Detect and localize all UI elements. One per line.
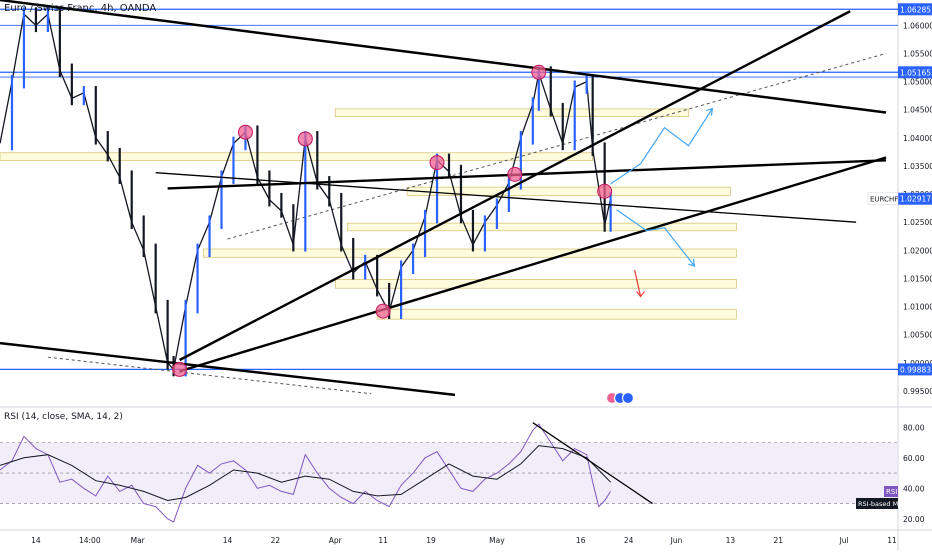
projection-down bbox=[616, 209, 695, 267]
x-tick-label: 14:00 bbox=[79, 536, 101, 545]
y-tick-label: 1.02000 bbox=[903, 246, 932, 255]
trendline bbox=[0, 0, 887, 114]
y-tick-label: 1.01000 bbox=[903, 303, 932, 312]
pivot-marker bbox=[375, 303, 391, 319]
rsi-trendline bbox=[532, 422, 653, 505]
pivot-marker bbox=[297, 131, 313, 147]
symbol-tag-box bbox=[867, 192, 899, 205]
price-label-text: 1.05165 bbox=[900, 68, 931, 77]
pivot-marker bbox=[172, 361, 188, 377]
x-tick-label: 14 bbox=[31, 536, 41, 545]
x-tick-label: 14 bbox=[223, 536, 233, 545]
x-tick-label: 24 bbox=[624, 536, 634, 545]
trendline bbox=[167, 159, 887, 190]
y-tick-label: 1.06000 bbox=[903, 21, 932, 30]
x-tick-label: Jul bbox=[839, 536, 849, 545]
zone-rect bbox=[376, 308, 737, 320]
rsi-legend-label: RSI-based MA bbox=[858, 500, 903, 508]
x-tick-label: 22 bbox=[271, 536, 281, 545]
rsi-ma-line bbox=[0, 445, 611, 502]
y-tick-label: 1.04000 bbox=[903, 134, 932, 143]
rsi-y-tick-label: 40.00 bbox=[903, 484, 925, 493]
zone-rect bbox=[346, 222, 737, 232]
rsi-title: RSI (14, close, SMA, 14, 2) bbox=[4, 412, 123, 422]
projection-down-head bbox=[688, 258, 696, 267]
zone-rect bbox=[203, 248, 737, 258]
price-label-text: 0.99883 bbox=[900, 365, 931, 374]
x-tick-label: Mar bbox=[131, 536, 146, 545]
y-tick-label: 1.05000 bbox=[903, 78, 932, 87]
x-tick-label: Apr bbox=[329, 536, 343, 545]
event-marker bbox=[621, 391, 635, 405]
y-tick-label: 1.05500 bbox=[903, 49, 932, 58]
rsi-y-tick-label: 20.00 bbox=[903, 515, 925, 524]
x-tick-label: 16 bbox=[576, 536, 586, 545]
trendline bbox=[179, 156, 887, 373]
pivot-marker bbox=[237, 124, 253, 140]
y-tick-label: 1.00000 bbox=[903, 359, 932, 368]
trendline bbox=[0, 341, 456, 397]
price-label-box bbox=[898, 192, 932, 205]
pivot-marker bbox=[507, 166, 523, 182]
x-tick-label: Jun bbox=[670, 536, 683, 545]
x-tick-label: 11 bbox=[887, 536, 897, 545]
zone-rect bbox=[406, 186, 731, 196]
price-label-box bbox=[898, 363, 932, 376]
x-tick-label: 11 bbox=[378, 536, 388, 545]
y-tick-label: 1.01500 bbox=[903, 274, 932, 283]
pivot-marker bbox=[597, 183, 613, 199]
y-tick-label: 1.00500 bbox=[903, 331, 932, 340]
chart-title: Euro / Swiss Franc, 4h, OANDA bbox=[4, 3, 157, 14]
projection-up-head bbox=[706, 107, 714, 116]
price-label-box bbox=[898, 66, 932, 79]
zone-rect bbox=[334, 279, 737, 289]
red-arrow bbox=[634, 269, 642, 297]
x-tick-label: 21 bbox=[773, 536, 783, 545]
rsi-legend-label-box bbox=[856, 498, 898, 509]
trendline bbox=[179, 10, 851, 362]
x-tick-label: 13 bbox=[726, 536, 736, 545]
x-tick-label: 19 bbox=[426, 536, 436, 545]
price-label-text: 1.06285 bbox=[900, 5, 931, 14]
y-tick-label: 1.04500 bbox=[903, 106, 932, 115]
rsi-line bbox=[0, 423, 612, 523]
symbol-tag-text: EURCHF bbox=[870, 196, 898, 204]
price-label-box bbox=[898, 3, 932, 16]
pivot-marker bbox=[429, 155, 445, 171]
rsi-y-tick-label: 80.00 bbox=[903, 423, 925, 432]
zone-rect bbox=[334, 108, 689, 117]
price-line bbox=[0, 12, 612, 372]
x-tick-label: May bbox=[489, 536, 505, 545]
dashed-trendline bbox=[47, 356, 372, 395]
projection-up bbox=[610, 108, 713, 185]
price-label-text: 1.02917 bbox=[900, 195, 931, 204]
rsi-y-tick-label: 60.00 bbox=[903, 454, 925, 463]
y-tick-label: 0.99500 bbox=[903, 387, 932, 396]
pivot-marker bbox=[531, 64, 547, 80]
red-arrow-head bbox=[636, 291, 646, 298]
zone-rect bbox=[0, 152, 593, 161]
y-tick-label: 1.03500 bbox=[903, 162, 932, 171]
rsi-legend-tag-box bbox=[884, 486, 898, 497]
dashed-trendline bbox=[227, 52, 887, 240]
trendline bbox=[155, 172, 857, 223]
rsi-legend-tag: RSI bbox=[886, 488, 897, 496]
y-tick-label: 1.02500 bbox=[903, 218, 932, 227]
